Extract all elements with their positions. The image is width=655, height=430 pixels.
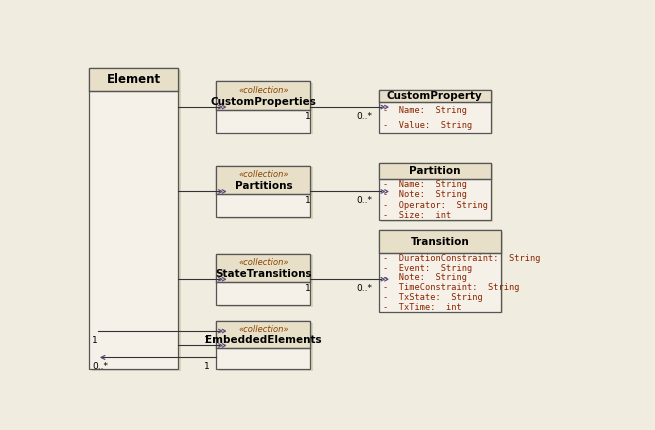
Text: 1: 1 — [305, 284, 311, 293]
Text: Partitions: Partitions — [234, 181, 292, 191]
Bar — [381, 91, 493, 134]
Bar — [90, 68, 178, 91]
Text: «collection»: «collection» — [238, 326, 289, 335]
Bar — [219, 323, 313, 371]
Bar — [216, 166, 310, 194]
Text: StateTransitions: StateTransitions — [215, 269, 312, 279]
Text: CustomProperty: CustomProperty — [387, 91, 483, 101]
Text: -  DurationConstraint:  String: - DurationConstraint: String — [383, 254, 540, 263]
Text: «collection»: «collection» — [238, 170, 289, 179]
Bar — [381, 232, 503, 313]
Text: 1: 1 — [305, 197, 311, 206]
Text: -  Note:  String: - Note: String — [383, 273, 467, 283]
Text: -  TxTime:  int: - TxTime: int — [383, 303, 462, 312]
Text: -  Name:  String: - Name: String — [383, 106, 467, 115]
Bar — [216, 166, 310, 217]
Bar — [216, 81, 310, 110]
Bar — [216, 81, 310, 133]
Bar — [379, 230, 500, 253]
Text: -  Note:  String: - Note: String — [383, 190, 467, 200]
Bar — [90, 68, 178, 369]
Text: -  Event:  String: - Event: String — [383, 264, 472, 273]
Bar — [379, 163, 491, 179]
Text: -  Size:  int: - Size: int — [383, 211, 451, 220]
Text: «collection»: «collection» — [238, 258, 289, 267]
Text: -  Name:  String: - Name: String — [383, 180, 467, 189]
Text: 0..*: 0..* — [356, 112, 372, 121]
Text: «collection»: «collection» — [238, 86, 289, 95]
Text: Partition: Partition — [409, 166, 460, 175]
Bar — [216, 254, 310, 305]
Text: 0..*: 0..* — [92, 362, 108, 372]
Text: EmbeddedElements: EmbeddedElements — [205, 335, 322, 345]
Bar — [219, 83, 313, 134]
Bar — [92, 70, 181, 371]
Bar — [379, 163, 491, 221]
Bar — [216, 254, 310, 282]
Text: -  Value:  String: - Value: String — [383, 121, 472, 130]
Text: CustomProperties: CustomProperties — [210, 97, 316, 107]
Text: -  TimeConstraint:  String: - TimeConstraint: String — [383, 283, 519, 292]
Text: -  TxState:  String: - TxState: String — [383, 293, 483, 302]
Bar — [216, 322, 310, 348]
Bar — [379, 90, 491, 102]
Bar — [216, 322, 310, 369]
Bar — [381, 164, 493, 222]
Text: 0..*: 0..* — [356, 197, 372, 206]
Text: 1: 1 — [305, 112, 311, 121]
Bar — [379, 90, 491, 133]
Text: Element: Element — [107, 73, 161, 86]
Text: 1: 1 — [204, 336, 210, 345]
Bar — [219, 168, 313, 219]
Bar — [379, 230, 500, 311]
Bar — [219, 255, 313, 307]
Text: Transition: Transition — [411, 237, 469, 247]
Text: 1: 1 — [92, 336, 98, 345]
Text: 0..*: 0..* — [356, 284, 372, 293]
Text: -  Operator:  String: - Operator: String — [383, 201, 488, 210]
Text: 1: 1 — [204, 362, 210, 372]
